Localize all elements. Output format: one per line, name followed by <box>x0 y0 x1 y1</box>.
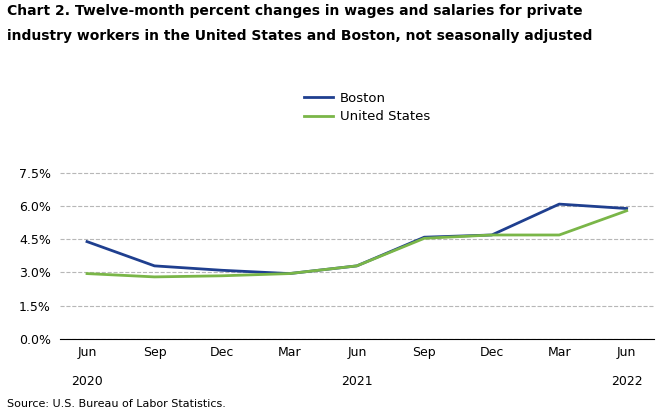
Text: industry workers in the United States and Boston, not seasonally adjusted: industry workers in the United States an… <box>7 29 592 43</box>
Text: 2021: 2021 <box>341 375 373 388</box>
Text: 2022: 2022 <box>611 375 642 388</box>
Text: Source: U.S. Bureau of Labor Statistics.: Source: U.S. Bureau of Labor Statistics. <box>7 399 225 409</box>
Legend: Boston, United States: Boston, United States <box>299 87 435 128</box>
Text: Chart 2. Twelve-month percent changes in wages and salaries for private: Chart 2. Twelve-month percent changes in… <box>7 4 582 18</box>
Text: 2020: 2020 <box>71 375 103 388</box>
